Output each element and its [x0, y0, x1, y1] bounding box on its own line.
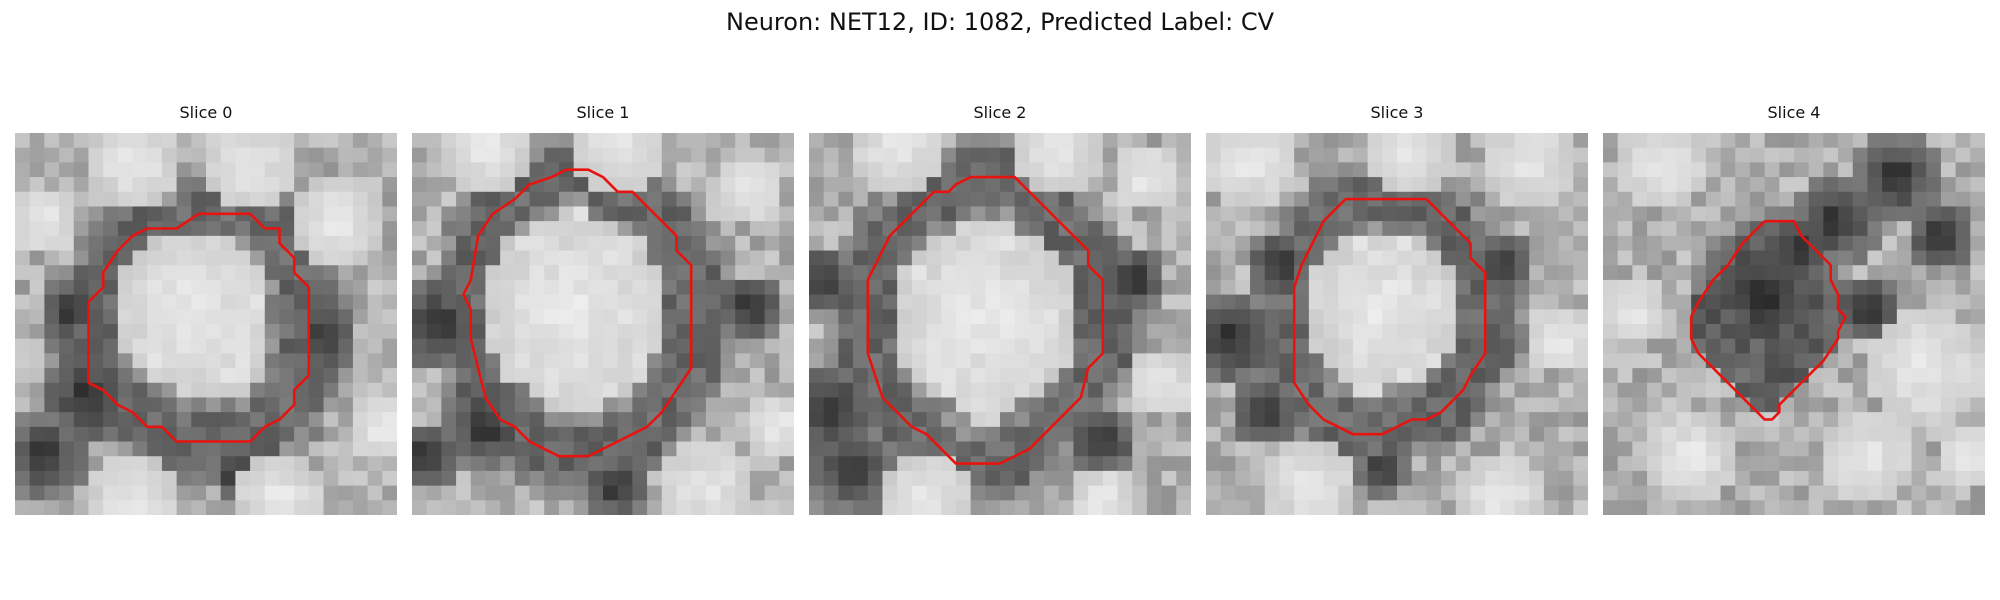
figure-title: Neuron: NET12, ID: 1082, Predicted Label…: [726, 8, 1274, 36]
slice-panel: Slice 2: [809, 103, 1191, 515]
slice-title: Slice 0: [179, 103, 233, 122]
segmentation-contour: [866, 175, 1105, 465]
segmentation-contour: [1689, 219, 1847, 421]
microscopy-image: [15, 133, 397, 515]
segmentation-contour: [87, 212, 311, 443]
microscopy-image: [1206, 133, 1588, 515]
slice-panel: Slice 3: [1206, 103, 1588, 515]
microscopy-image: [1603, 133, 1985, 515]
segmentation-contour: [462, 168, 693, 458]
slice-panel: Slice 1: [412, 103, 794, 515]
slice-panel: Slice 0: [15, 103, 397, 515]
microscopy-image: [412, 133, 794, 515]
slice-title: Slice 1: [576, 103, 630, 122]
slice-title: Slice 4: [1767, 103, 1821, 122]
slice-panel: Slice 4: [1603, 103, 1985, 515]
slice-title: Slice 3: [1370, 103, 1424, 122]
segmentation-contour: [1292, 197, 1487, 436]
microscopy-image: [809, 133, 1191, 515]
slice-title: Slice 2: [973, 103, 1027, 122]
